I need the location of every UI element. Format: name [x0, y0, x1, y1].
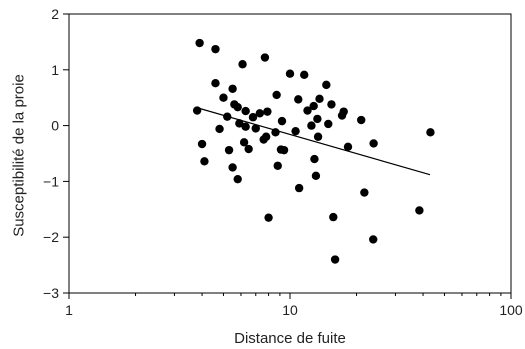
y-tick-label: 0	[51, 118, 59, 134]
y-axis: −3 −2 −1 0 1 2	[43, 6, 69, 301]
data-point	[279, 145, 289, 155]
plot-area	[68, 13, 512, 294]
data-point	[313, 114, 322, 124]
data-point	[239, 138, 249, 147]
data-points	[192, 38, 435, 264]
data-point	[235, 119, 244, 128]
x-axis-label: Distance de fuite	[234, 330, 346, 347]
trend-line	[196, 107, 431, 176]
data-point	[200, 157, 209, 166]
data-point	[313, 132, 323, 141]
data-point	[300, 70, 309, 80]
data-point	[228, 163, 237, 172]
data-point	[192, 106, 202, 115]
data-point	[324, 119, 333, 129]
data-point	[307, 121, 316, 130]
x-axis: 1 10 100	[65, 293, 523, 318]
data-point	[244, 144, 253, 154]
data-point	[197, 139, 207, 149]
data-point	[238, 60, 247, 69]
data-point	[327, 100, 336, 109]
data-point	[369, 139, 378, 148]
data-point	[310, 154, 319, 164]
data-point	[343, 142, 353, 152]
data-point	[260, 53, 270, 62]
data-point	[195, 38, 204, 48]
y-tick-label: −2	[43, 229, 59, 245]
data-point	[311, 171, 321, 181]
data-point	[357, 115, 366, 125]
data-point	[233, 102, 242, 112]
x-tick-label: 10	[282, 302, 298, 318]
data-point	[259, 135, 268, 144]
data-point	[303, 106, 312, 115]
x-tick-label: 100	[499, 302, 523, 318]
data-point	[211, 78, 220, 88]
plot-border	[68, 13, 512, 294]
y-axis-label: Susceptibilité de la proie	[10, 74, 27, 237]
data-point	[263, 107, 272, 116]
data-point	[337, 111, 347, 120]
y-tick-label: −3	[43, 285, 59, 301]
data-point	[294, 95, 303, 104]
data-point	[309, 101, 318, 111]
data-point	[369, 235, 378, 244]
data-point	[291, 126, 300, 136]
data-point	[255, 109, 264, 118]
data-point	[360, 188, 369, 197]
data-point	[322, 80, 331, 90]
data-point	[224, 145, 234, 155]
data-point	[251, 124, 260, 133]
data-point	[233, 174, 242, 184]
data-point	[426, 128, 435, 137]
data-point	[241, 122, 250, 131]
data-point	[211, 44, 220, 54]
data-point	[330, 255, 340, 264]
data-point	[241, 106, 250, 116]
trend-line-group	[196, 107, 431, 176]
data-point	[294, 183, 304, 193]
data-point	[219, 93, 228, 102]
data-point	[285, 69, 295, 78]
x-tick-label: 1	[65, 302, 73, 318]
y-tick-label: 2	[51, 6, 59, 22]
data-point	[264, 213, 273, 222]
y-tick-label: −1	[43, 173, 59, 189]
data-point	[329, 212, 338, 222]
data-point	[248, 113, 258, 122]
data-point	[215, 124, 224, 134]
data-point	[228, 84, 237, 93]
data-point	[273, 161, 282, 170]
data-point	[277, 116, 287, 126]
y-tick-label: 1	[51, 62, 59, 78]
data-point	[415, 206, 424, 215]
data-point	[272, 90, 281, 100]
data-point	[315, 94, 324, 104]
